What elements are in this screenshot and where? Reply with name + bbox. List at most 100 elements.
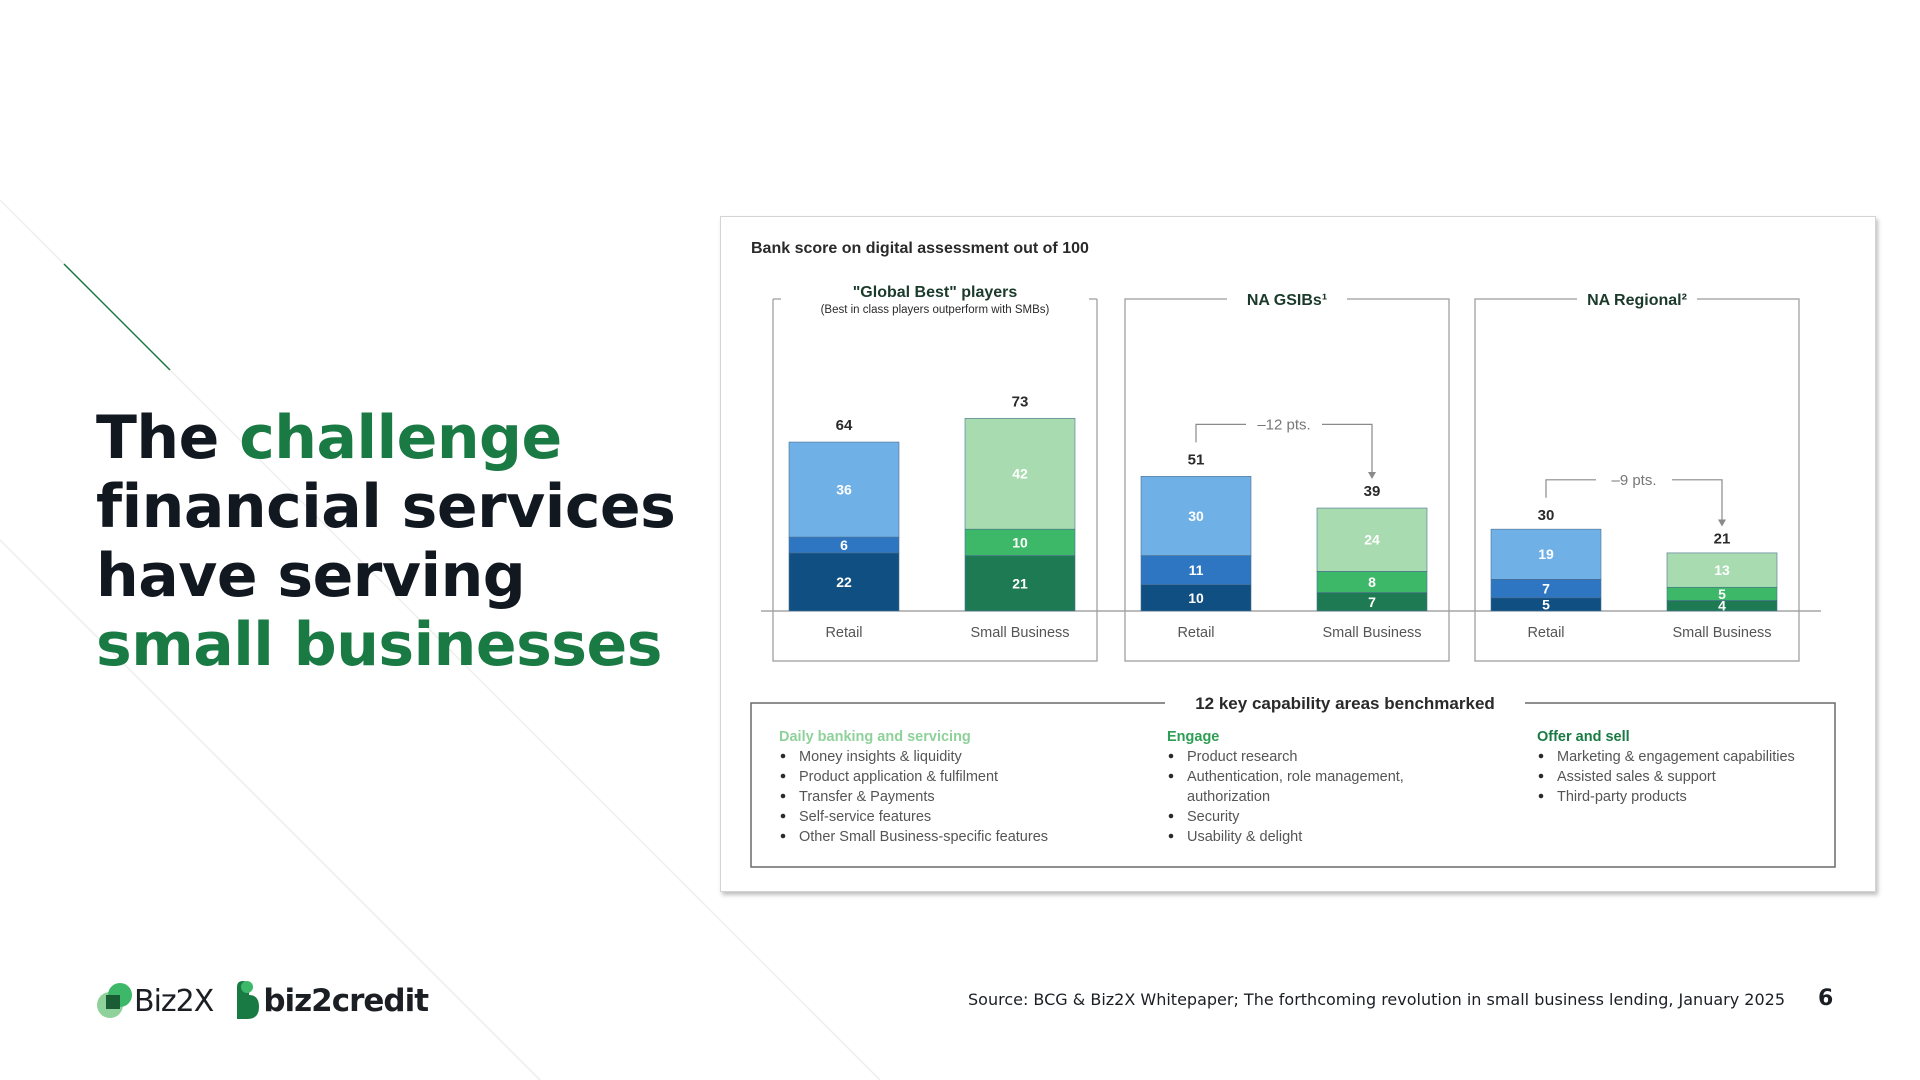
capability-item: Marketing & engagement capabilities [1557,749,1795,765]
retail-bar-segment [1490,528,1602,580]
biz2x-logo: Biz2X [96,981,214,1021]
bar-segment-label: 4 [1718,598,1726,614]
bar-category-label: Small Business [970,625,1069,641]
bar-segment-label: 10 [1188,590,1204,606]
bar-segment-label: 13 [1714,562,1730,578]
capability-item: Third-party products [1557,789,1687,805]
bullet-icon [1168,753,1174,759]
gap-bracket-left [1545,479,1596,498]
capability-item: authorization [1187,789,1270,805]
bar-segment-label: 11 [1189,562,1204,578]
capability-item: Other Small Business-specific features [799,829,1048,845]
bar-total-label: 73 [1012,393,1029,410]
title-part-3: financial services have serving [96,472,676,611]
bullet-icon [780,753,786,759]
biz2x-logo-text: Biz2X [134,983,214,1019]
footer-logos: Biz2X biz2credit [96,976,448,1026]
small-business-bar-segment [1316,507,1428,572]
retail-bar-segment [788,552,900,612]
chart-title: Bank score on digital assessment out of … [751,240,1089,257]
capability-item: Assisted sales & support [1557,769,1716,785]
retail-bar-segment [1140,584,1252,612]
title-part-4: small businesses [96,610,662,680]
group-box [1124,298,1450,662]
bar-category-label: Small Business [1322,625,1421,641]
capability-item: Product application & fulfilment [799,769,998,785]
capability-item: Self-service features [799,809,931,825]
bar-segment-label: 5 [1718,586,1726,602]
biz2credit-mark-icon [237,981,260,1019]
bullet-icon [1168,813,1174,819]
gap-label: –9 pts. [1611,472,1656,489]
capability-item: Transfer & Payments [799,789,935,805]
bar-segment-label: 7 [1368,594,1376,610]
capability-heading: Daily banking and servicing [779,729,971,745]
bar-category-label: Retail [1177,625,1214,641]
bar-segment-label: 7 [1542,581,1550,597]
bullet-icon [1168,773,1174,779]
chart-card: Bank score on digital assessment out of … [720,216,1876,892]
bar-category-label: Retail [1527,625,1564,641]
capability-item: Usability & delight [1187,829,1302,845]
bar-category-label: Small Business [1672,625,1771,641]
bar-segment-label: 8 [1368,574,1376,590]
bullet-icon [1538,793,1544,799]
bar-segment-label: 19 [1538,546,1554,562]
bullet-icon [1168,833,1174,839]
capability-item: Authentication, role management, [1187,769,1404,785]
bullet-icon [780,793,786,799]
bullet-icon [780,833,786,839]
bar-total-label: 21 [1714,531,1731,548]
gap-arrow-icon [1718,519,1726,527]
bullet-icon [780,773,786,779]
small-business-bar-segment [1666,552,1778,588]
bar-total-label: 39 [1364,483,1381,500]
gap-bracket-right [1322,423,1373,479]
retail-bar-segment [788,441,900,538]
capability-heading: Offer and sell [1537,729,1630,745]
gap-label: –12 pts. [1257,416,1310,433]
bullet-icon [1538,773,1544,779]
biz2credit-logo: biz2credit [233,981,429,1021]
gap-bracket-right [1672,479,1723,526]
small-business-bar-segment [964,417,1076,530]
bar-segment-label: 36 [836,482,852,498]
biz2x-mark-icon [97,983,132,1018]
bar-total-label: 64 [836,417,853,434]
group-title: NA Regional² [1587,292,1687,309]
capabilities-title: 12 key capability areas benchmarked [1195,694,1495,713]
bar-segment-label: 30 [1188,508,1204,524]
bar-segment-label: 42 [1012,466,1028,482]
bar-segment-label: 6 [840,537,848,553]
bullet-icon [1538,753,1544,759]
capabilities-box [750,702,1836,868]
group-subtitle: (Best in class players outperform with S… [821,304,1050,316]
source-note: Source: BCG & Biz2X Whitepaper; The fort… [968,990,1785,1009]
bank-score-chart: Bank score on digital assessment out of … [750,240,1836,868]
bar-segment-label: 10 [1012,534,1028,550]
retail-bar-segment [1140,476,1252,556]
group-box [1474,298,1800,662]
bar-category-label: Retail [825,625,862,641]
bar-total-label: 30 [1538,507,1555,524]
capability-heading: Engage [1167,729,1219,745]
gap-arrow-icon [1368,472,1376,480]
title-part-2: challenge [239,403,562,473]
gap-bracket-left [1195,423,1246,443]
bar-segment-label: 24 [1364,532,1380,548]
group-title: "Global Best" players [853,284,1018,301]
group-title: NA GSIBs¹ [1247,292,1327,309]
page-number: 6 [1818,986,1834,1011]
group-box [772,299,1098,662]
bar-segment-label: 21 [1012,575,1028,591]
page-title: The challenge financial services have se… [96,404,716,680]
capability-item: Security [1187,809,1240,825]
title-part-1: The [96,403,240,473]
bar-total-label: 51 [1188,451,1205,468]
capability-item: Product research [1187,749,1297,765]
bullet-icon [780,813,786,819]
bar-segment-label: 22 [836,574,852,590]
retail-bar-segment [1140,555,1252,585]
biz2credit-logo-text: biz2credit [263,983,429,1019]
capability-item: Money insights & liquidity [799,749,963,765]
